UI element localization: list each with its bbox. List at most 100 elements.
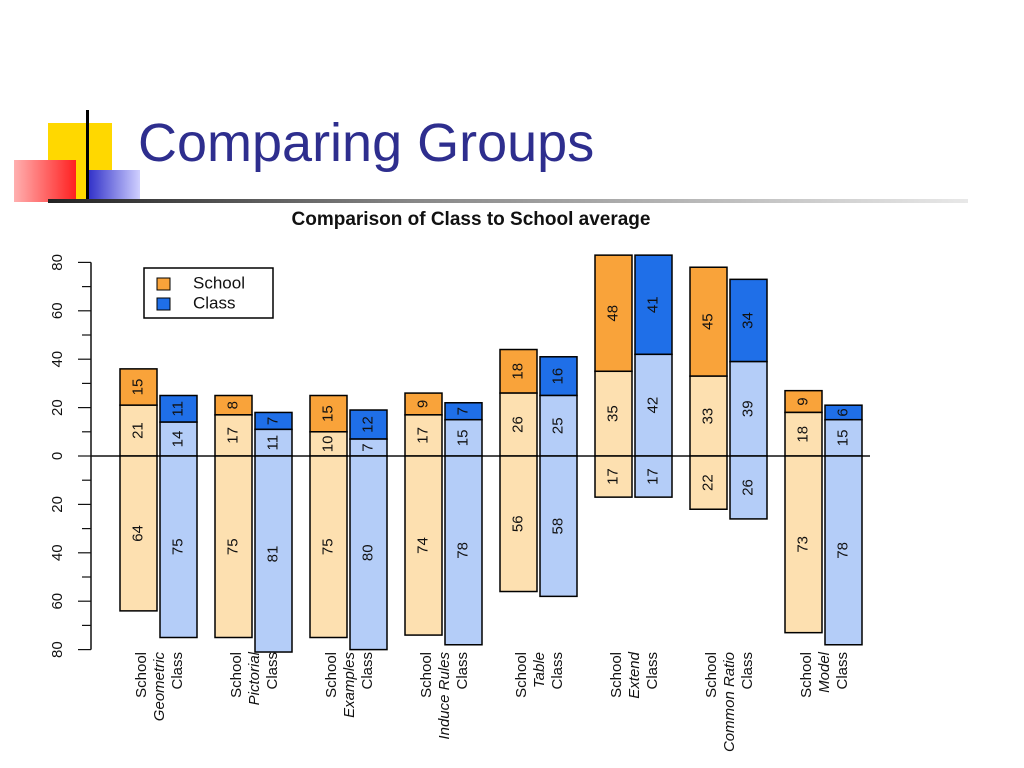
class-bar-top-label: 34 xyxy=(739,312,756,329)
group-label-line: School xyxy=(228,652,245,698)
school-bar-bottom-segment xyxy=(594,455,633,498)
class-bar-mid-segment xyxy=(729,360,768,457)
decor-vertical-line xyxy=(86,110,89,202)
class-bar-bottom-segment xyxy=(824,455,863,646)
legend-label: Class xyxy=(193,293,236,312)
school-bar-top-label: 18 xyxy=(509,363,526,380)
group-label-line: Class xyxy=(834,652,851,690)
class-bar-top-segment xyxy=(539,356,578,397)
chart-title: Comparison of Class to School average xyxy=(292,209,651,230)
class-bar-bottom-segment xyxy=(159,455,198,639)
school-bar-bottom-segment xyxy=(499,455,538,593)
group-labels: School Geometric Class School Pictorial Class… xyxy=(133,651,851,752)
class-bar-mid-label: 42 xyxy=(644,397,661,414)
class-bar-top-label: 7 xyxy=(454,407,471,415)
school-bar-mid-label: 18 xyxy=(794,426,811,443)
school-bar-top-segment xyxy=(594,254,633,373)
bars: 15 21 64 11 14 75 8 17 75 7 11 81 15 10 75 12 7 80 9 17 74 7 1… xyxy=(119,254,863,653)
group-label-line: Geometric xyxy=(151,652,168,722)
class-bar-top-label: 12 xyxy=(359,416,376,433)
class-bar-bottom-label: 81 xyxy=(264,546,281,563)
group-label-line: School xyxy=(133,652,150,698)
y-tick-label: 20 xyxy=(49,496,66,513)
class-bar-bottom-label: 26 xyxy=(739,479,756,496)
school-bar-bottom-segment xyxy=(309,455,348,639)
class-bar-mid-label: 11 xyxy=(264,435,281,451)
school-bar-bottom-label: 74 xyxy=(414,537,431,554)
class-bar-mid-label: 15 xyxy=(454,430,471,447)
class-bar-top-label: 6 xyxy=(834,408,851,416)
school-bar-top-label: 45 xyxy=(699,313,716,330)
school-bar-mid-label: 26 xyxy=(509,416,526,433)
y-tick-label: 0 xyxy=(49,452,66,460)
class-bar-bottom-label: 80 xyxy=(359,544,376,561)
class-bar-bottom-segment xyxy=(539,455,578,598)
y-tick-label: 80 xyxy=(49,254,66,271)
class-bar-mid-label: 15 xyxy=(834,430,851,447)
group-label-line: School xyxy=(513,652,530,698)
group-label-line: Class xyxy=(169,652,186,690)
class-bar-bottom-segment xyxy=(729,455,768,520)
class-bar-top-label: 11 xyxy=(169,401,186,417)
class-bar-top-label: 16 xyxy=(549,368,566,385)
school-bar-top-label: 9 xyxy=(794,397,811,405)
group-label-line: Common Ratio xyxy=(721,652,738,752)
slide-title: Comparing Groups xyxy=(138,113,595,173)
class-bar-mid-label: 14 xyxy=(169,431,186,448)
class-bar-top-label: 7 xyxy=(264,417,281,425)
school-bar-top-label: 15 xyxy=(129,379,146,396)
group-label-line: Class xyxy=(644,652,661,690)
school-bar-top-segment xyxy=(309,394,348,433)
legend-swatch xyxy=(156,297,171,311)
decor-red-bar xyxy=(14,160,76,202)
class-bar-bottom-label: 75 xyxy=(169,538,186,555)
y-tick-label: 40 xyxy=(49,544,66,561)
y-tick-label: 40 xyxy=(49,351,66,368)
school-bar-bottom-segment xyxy=(214,455,253,639)
school-bar-mid-label: 10 xyxy=(319,436,336,453)
class-bar-mid-segment xyxy=(824,418,863,457)
y-tick-label: 20 xyxy=(49,399,66,416)
class-bar-top-segment xyxy=(729,278,768,363)
school-bar-bottom-label: 73 xyxy=(794,536,811,553)
school-bar-bottom-label: 75 xyxy=(319,538,336,555)
group-label-line: Class xyxy=(739,652,756,690)
school-bar-top-label: 15 xyxy=(319,405,336,422)
school-bar-mid-label: 35 xyxy=(604,405,621,422)
group-label-line: Class xyxy=(454,652,471,690)
school-bar-bottom-segment xyxy=(689,455,728,510)
class-bar-bottom-segment xyxy=(634,455,673,498)
group-label-line: Class xyxy=(549,652,566,690)
decor-blue-bar xyxy=(88,170,140,200)
class-bar-bottom-label: 58 xyxy=(549,518,566,535)
group-label-line: School xyxy=(703,652,720,698)
group-label-line: School xyxy=(798,652,815,698)
group-label-line: Model xyxy=(816,651,833,693)
class-bar-bottom-label: 78 xyxy=(834,542,851,559)
school-bar-bottom-label: 64 xyxy=(129,525,146,542)
class-bar-top-label: 41 xyxy=(644,296,661,313)
school-bar-mid-segment xyxy=(309,431,348,457)
school-bar-mid-label: 17 xyxy=(414,427,431,444)
school-bar-bottom-segment xyxy=(119,455,158,612)
class-bar-mid-label: 25 xyxy=(549,417,566,434)
school-bar-top-label: 9 xyxy=(414,400,431,408)
group-label-line: School xyxy=(323,652,340,698)
class-bar-top-segment xyxy=(159,394,198,423)
school-bar-top-label: 8 xyxy=(224,401,241,409)
y-tick-label: 60 xyxy=(49,593,66,610)
school-bar-bottom-label: 22 xyxy=(699,474,716,491)
legend-swatch xyxy=(156,277,171,291)
group-label-line: School xyxy=(608,652,625,698)
class-bar-bottom-segment xyxy=(444,455,483,646)
school-bar-bottom-segment xyxy=(784,455,823,634)
group-label-line: Pictorial xyxy=(246,651,263,705)
school-bar-mid-label: 33 xyxy=(699,408,716,425)
group-label-line: Examples xyxy=(341,652,358,718)
class-bar-bottom-label: 17 xyxy=(644,468,661,485)
class-bar-mid-segment xyxy=(159,421,198,457)
school-bar-mid-label: 21 xyxy=(129,422,146,439)
y-tick-label: 60 xyxy=(49,302,66,319)
